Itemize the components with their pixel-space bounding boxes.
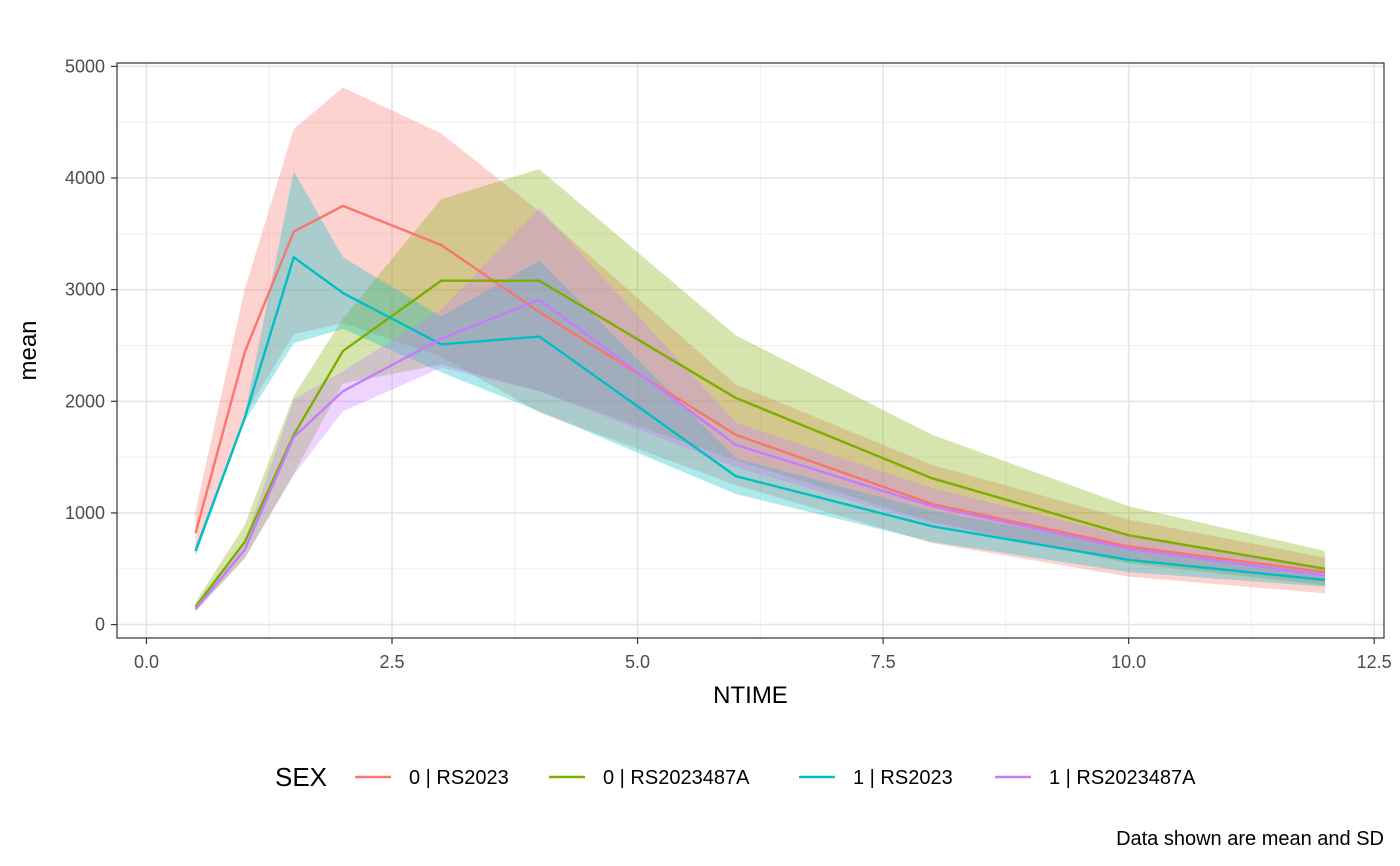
x-axis-title: NTIME [713, 682, 788, 709]
x-tick-label: 12.5 [1357, 652, 1392, 672]
sd-ribbon-1-rs2023487a [195, 208, 1326, 612]
y-tick-label: 1000 [65, 503, 105, 523]
x-tick-label: 2.5 [379, 652, 404, 672]
y-axis-title: mean [15, 320, 42, 380]
sd-ribbon-1-rs2023 [195, 171, 1326, 587]
legend-label: 0 | RS2023487A [603, 767, 750, 789]
legend-label: 0 | RS2023 [409, 767, 509, 789]
y-tick-label: 2000 [65, 391, 105, 411]
mean-line-0-rs2023 [194, 204, 1326, 574]
y-tick-label: 5000 [65, 56, 105, 76]
y-tick-label: 3000 [65, 280, 105, 300]
x-tick-label: 7.5 [871, 652, 896, 672]
y-axis-ticks: 0 1000 2000 3000 4000 5000 [65, 56, 117, 635]
mean-lines [194, 204, 1326, 610]
caption: Data shown are mean and SD [1116, 828, 1384, 850]
grid-minor [117, 63, 1384, 638]
mean-line-0-rs2023487a [194, 279, 1326, 608]
y-tick-label: 0 [95, 615, 105, 635]
grid-major [117, 63, 1384, 638]
legend-label: 1 | RS2023 [853, 767, 953, 789]
x-axis-ticks: 0.0 2.5 5.0 7.5 10.0 12.5 [134, 638, 1392, 672]
x-tick-label: 0.0 [134, 652, 159, 672]
legend: SEX 0 | RS2023 0 | RS2023487A 1 | RS2023 1 … [275, 762, 1196, 792]
mean-line-1-rs2023487a [194, 298, 1326, 610]
x-tick-label: 5.0 [625, 652, 650, 672]
mean-line-1-rs2023 [194, 256, 1326, 582]
y-tick-label: 4000 [65, 168, 105, 188]
sd-ribbon-0-rs2023 [195, 87, 1326, 594]
panel-border [116, 62, 1385, 639]
legend-title: SEX [275, 762, 327, 792]
legend-label: 1 | RS2023487A [1049, 767, 1196, 789]
x-tick-label: 10.0 [1111, 652, 1146, 672]
